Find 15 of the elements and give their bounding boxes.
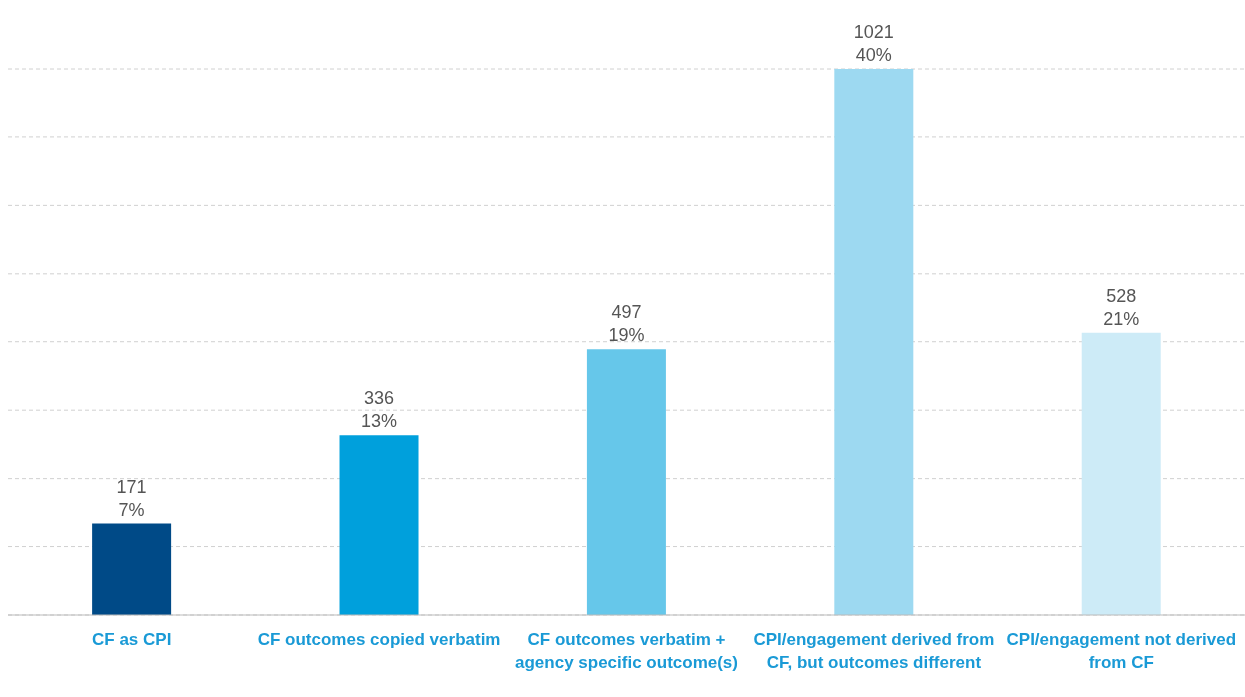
bar — [339, 435, 419, 615]
x-tick-label: CF outcomes copied verbatim — [257, 630, 501, 649]
x-tick-label: CPI/engagement derived from CF, but outcomes different — [753, 630, 995, 672]
bar — [834, 69, 914, 615]
x-tick-label: CF outcomes verbatim + agency specific outcome(s) — [515, 630, 738, 672]
x-tick-label: CF as CPI — [92, 630, 172, 649]
data-label: 528 21% — [1103, 285, 1140, 329]
bar — [586, 349, 666, 615]
data-label: 497 19% — [608, 302, 645, 346]
data-label: 171 7% — [116, 476, 147, 520]
bar — [92, 523, 172, 615]
bar — [1081, 332, 1161, 615]
data-label: 1021 40% — [853, 22, 894, 65]
data-label: 336 13% — [361, 388, 398, 432]
x-tick-label: CPI/engagement not derived from CF — [1006, 630, 1237, 672]
